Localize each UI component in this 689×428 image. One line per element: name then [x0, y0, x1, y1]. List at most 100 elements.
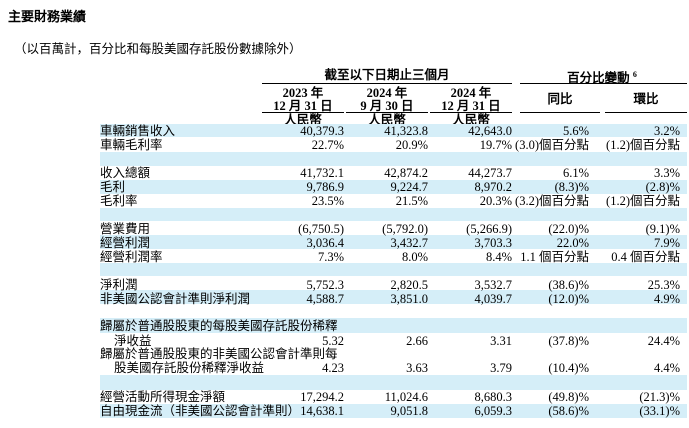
col3-currency: 人民幣: [452, 113, 490, 127]
col3-date: 12 月 31 日: [441, 99, 501, 113]
cell-qoq: 4.4%: [653, 361, 680, 375]
row-label: 經營利潤率: [100, 250, 163, 264]
cell-v3: 3.79: [490, 361, 512, 375]
cell-v3: 3,532.7: [474, 278, 513, 292]
cell-v2: 21.5%: [395, 194, 428, 208]
cell-v3: 44,273.7: [468, 166, 512, 180]
header-change-footnote: 6: [632, 70, 637, 79]
col-yoy: 同比: [547, 92, 573, 106]
cell-v2: 9,224.7: [390, 180, 429, 194]
cell-v1: 7.3%: [317, 250, 344, 264]
header-period-group: 截至以下日期止三個月: [324, 68, 450, 82]
cell-v2: 11,024.6: [384, 390, 428, 404]
cell-v1: 17,294.2: [300, 390, 344, 404]
cell-qoq: (21.3)%: [639, 390, 680, 404]
cell-qoq: (33.1)%: [639, 404, 680, 418]
cell-yoy: (58.6)%: [548, 404, 589, 418]
cell-v1: (6,750.5): [298, 222, 344, 236]
row-label: 車輛毛利率: [100, 138, 163, 152]
row-label: 經營利潤: [100, 236, 151, 250]
cell-yoy: 5.6%: [562, 124, 589, 138]
cell-v2: 2.66: [406, 334, 428, 348]
cell-qoq: 7.9%: [653, 236, 680, 250]
cell-yoy: (38.6)%: [548, 278, 589, 292]
cell-v2: 8.0%: [401, 250, 428, 264]
row-label: 收入總額: [100, 166, 151, 180]
col2-currency: 人民幣: [368, 113, 406, 127]
cell-yoy: (3.2)個百分點: [515, 194, 589, 208]
cell-qoq: (2.8)%: [645, 180, 680, 194]
cell-v3: 42,643.0: [468, 124, 512, 138]
cell-qoq: 4.9%: [653, 292, 680, 306]
cell-v1: 14,638.1: [300, 404, 344, 418]
col1-year: 2023 年: [282, 86, 324, 100]
cell-v3: 20.3%: [479, 194, 512, 208]
cell-v1: 41,732.1: [300, 166, 344, 180]
section-title: 主要財務業績: [8, 9, 87, 24]
cell-yoy: (3.0)個百分點: [515, 138, 589, 152]
cell-v1: 3,036.4: [306, 236, 345, 250]
cell-v3: 3,703.3: [474, 236, 513, 250]
cell-qoq: 3.2%: [653, 124, 680, 138]
header-change-group: 百分比變動 6: [517, 68, 687, 85]
col1-date: 12 月 31 日: [273, 99, 333, 113]
col3-year: 2024 年: [450, 86, 492, 100]
cell-v3: 8.4%: [485, 250, 512, 264]
row-label: 毛利率: [100, 194, 138, 208]
cell-yoy: (10.4)%: [548, 361, 589, 375]
section-subtitle: （以百萬計，百分比和每股美國存託股份數據除外）: [14, 42, 302, 56]
cell-v3: 8,970.2: [474, 180, 513, 194]
cell-yoy: (12.0)%: [548, 292, 589, 306]
row-label: 淨利潤: [100, 278, 138, 292]
cell-yoy: 1.1 個百分點: [520, 250, 589, 264]
row-label: 毛利: [100, 180, 126, 194]
cell-v1: 22.7%: [311, 138, 344, 152]
cell-v2: 20.9%: [395, 138, 428, 152]
cell-yoy: 6.1%: [562, 166, 589, 180]
cell-v3: 19.7%: [479, 138, 512, 152]
cell-v2: 3,851.0: [390, 292, 429, 306]
cell-yoy: (22.0)%: [548, 222, 589, 236]
cell-v2: 41,323.8: [384, 124, 428, 138]
col2-year: 2024 年: [366, 86, 408, 100]
row-label: 車輛銷售收入: [100, 124, 176, 138]
row-label: 歸屬於普通股股東的每股美國存託股份稀釋: [100, 319, 338, 333]
col2-date: 9 月 30 日: [360, 99, 414, 113]
cell-v1: 9,786.9: [306, 180, 345, 194]
row-label-continued: 股美國存託股份稀釋淨收益: [114, 361, 265, 375]
header-change-label: 百分比變動: [567, 71, 630, 86]
cell-qoq: 0.4 個百分點: [611, 250, 680, 264]
cell-v2: (5,792.0): [382, 222, 428, 236]
row-label: 自由現金流（非美國公認會計準則）: [100, 404, 301, 418]
row-label: 非美國公認會計準則淨利潤: [100, 292, 251, 306]
cell-v2: 3,432.7: [390, 236, 429, 250]
cell-v1: 40,379.3: [300, 124, 344, 138]
col-qoq: 環比: [633, 92, 659, 106]
row-label: 經營活動所得現金淨額: [100, 390, 226, 404]
cell-v3: (5,266.9): [466, 222, 512, 236]
cell-v1: 4.23: [322, 361, 344, 375]
cell-qoq: (1.2)個百分點: [606, 138, 680, 152]
cell-v1: 5.32: [322, 334, 344, 348]
cell-v3: 8,680.3: [474, 390, 513, 404]
cell-yoy: (8.3)%: [554, 180, 589, 194]
cell-v2: 9,051.8: [390, 404, 429, 418]
cell-v2: 2,820.5: [390, 278, 429, 292]
cell-yoy: (49.8)%: [548, 390, 589, 404]
cell-qoq: 24.4%: [647, 334, 680, 348]
col1-currency: 人民幣: [284, 113, 322, 127]
cell-v1: 5,752.3: [306, 278, 345, 292]
row-label-continued: 淨收益: [114, 334, 152, 348]
cell-v3: 6,059.3: [474, 404, 513, 418]
cell-qoq: (9.1)%: [645, 222, 680, 236]
cell-qoq: 25.3%: [647, 278, 680, 292]
cell-v1: 4,588.7: [306, 292, 345, 306]
cell-qoq: 3.3%: [653, 166, 680, 180]
row-label: 歸屬於普通股股東的非美國公認會計準則每: [100, 347, 338, 361]
cell-qoq: (1.2)個百分點: [606, 194, 680, 208]
row-label: 營業費用: [100, 222, 151, 236]
cell-v3: 3.31: [490, 334, 512, 348]
cell-v2: 42,874.2: [384, 166, 428, 180]
cell-v1: 23.5%: [311, 194, 344, 208]
cell-v2: 3.63: [406, 361, 428, 375]
